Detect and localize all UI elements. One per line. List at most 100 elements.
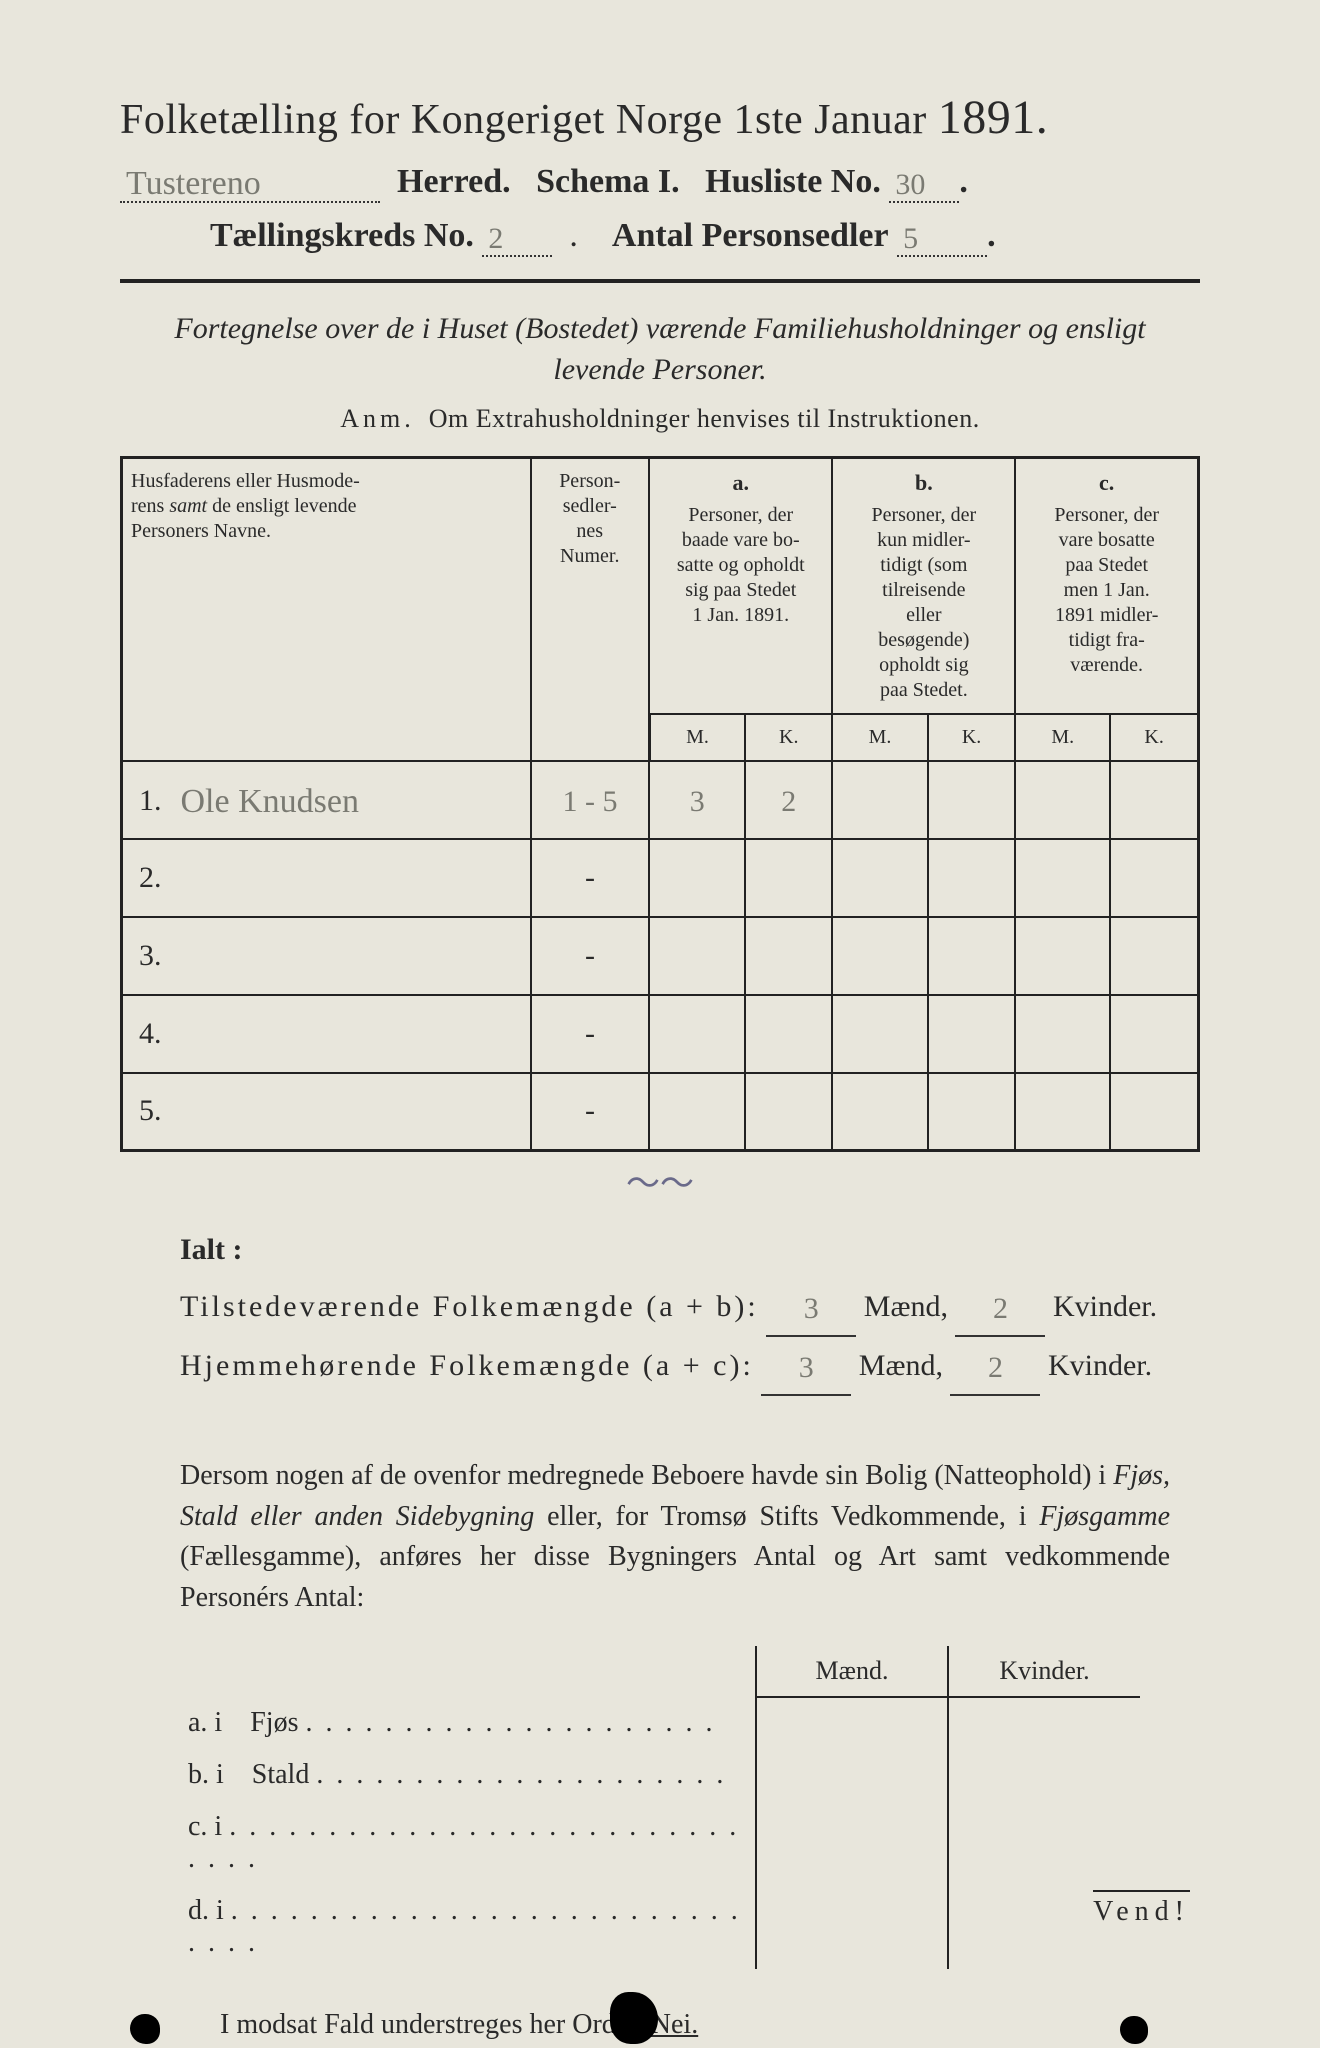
th-b-k: K. (928, 714, 1016, 761)
antal-label: Antal Personsedler (612, 217, 889, 254)
dots: . . . . . . . . . . . . . . . . . . . . … (188, 1811, 739, 1874)
antal-value: 5 (897, 222, 924, 255)
btm-l: c. i (188, 1811, 222, 1842)
totals-l2-k: 2 (982, 1351, 1009, 1384)
intro-anm: Anm. Om Extrahusholdninger henvises til … (120, 404, 1200, 434)
dots: . . . . . . . . . . . . . . . . . . . . … (188, 1895, 741, 1958)
row-numer: - (531, 1073, 649, 1151)
btm-t: Stald (252, 1759, 310, 1790)
page-title: Folketælling for Kongeriget Norge 1ste J… (120, 90, 1200, 145)
title-prefix: Folketælling for Kongeriget Norge 1ste J… (120, 97, 938, 143)
th-a-tag: a. (658, 469, 823, 497)
kreds-value: 2 (482, 222, 509, 255)
maend-label: Mænd, (859, 1349, 943, 1382)
husliste-label: Husliste No. (705, 163, 881, 200)
totals-line-1: Tilstedeværende Folkemængde (a + b): 3 M… (180, 1278, 1160, 1337)
totals-l2-m: 3 (793, 1351, 820, 1384)
row-numer: - (531, 839, 649, 917)
main-table: Husfaderens eller Husmode-rens samt de e… (120, 456, 1200, 1152)
herred-value: Tustereno (120, 165, 267, 202)
cell (1015, 761, 1110, 839)
anm-prefix: Anm. (340, 404, 415, 433)
anm-text: Om Extrahusholdninger henvises til Instr… (429, 404, 980, 433)
row-num: 4. (139, 1017, 167, 1051)
bottom-table-wrap: Mænd. Kvinder. a. i Fjøs . . . . . . . .… (180, 1646, 1140, 1969)
title-year: 1891. (938, 91, 1049, 144)
vend-label: Vend! (1093, 1890, 1190, 1928)
ialt-label: Ialt : (180, 1221, 1160, 1278)
th-a: a. Personer, derbaade vare bo-satte og o… (649, 458, 832, 714)
row-num: 2. (139, 861, 167, 895)
subtitle-line-2: Tællingskreds No. 2 . Antal Personsedler… (120, 217, 1200, 257)
nei-text: I modsat Fald understreges her Ordet: (220, 2009, 651, 2040)
row-numer: 1 - 5 (557, 785, 624, 818)
totals-l1-m: 3 (798, 1292, 825, 1325)
th-c-k: K. (1110, 714, 1198, 761)
ink-blob-icon (130, 2014, 160, 2044)
row-num: 1. (139, 784, 167, 818)
herred-label: Herred. (397, 163, 511, 200)
btm-row: a. i Fjøs . . . . . . . . . . . . . . . … (180, 1697, 1140, 1749)
antal-field: 5 (897, 217, 987, 257)
cell: 2 (775, 785, 802, 818)
cell: 3 (684, 785, 711, 818)
row-numer: - (531, 995, 649, 1073)
intro-italic: Fortegnelse over de i Huset (Bostedet) v… (140, 309, 1180, 390)
table-row: 4. - (122, 995, 1199, 1073)
nei-line: I modsat Fald understreges her Ordet: Ne… (220, 2009, 1200, 2041)
table-row: 2. - (122, 839, 1199, 917)
squiggle-mark: ～～ (120, 1156, 1200, 1205)
kvinder-label: Kvinder. (1048, 1349, 1152, 1382)
kreds-label: Tællingskreds No. (210, 217, 474, 254)
kreds-field: 2 (482, 217, 552, 257)
table-row: 5. - (122, 1073, 1199, 1151)
btm-header: Mænd. Kvinder. (180, 1646, 1140, 1697)
maend-label: Mænd, (864, 1290, 948, 1323)
totals-l1-label: Tilstedeværende Folkemængde (a + b): (180, 1290, 759, 1323)
totals-l1-k: 2 (987, 1292, 1014, 1325)
totals-line-2: Hjemmehørende Folkemængde (a + c): 3 Mæn… (180, 1337, 1160, 1396)
row-numer: - (531, 917, 649, 995)
row-num: 3. (139, 939, 167, 973)
totals-block: Ialt : Tilstedeværende Folkemængde (a + … (180, 1221, 1160, 1396)
th-b-tag: b. (841, 469, 1006, 497)
th-name: Husfaderens eller Husmode-rens samt de e… (122, 458, 531, 761)
p2-t2: eller, for Tromsø Stifts Vedkommende, i (534, 1501, 1039, 1532)
herred-field: Tustereno (120, 163, 380, 203)
btm-kvinder: Kvinder. (948, 1646, 1140, 1697)
totals-l2-label: Hjemmehørende Folkemængde (a + c): (180, 1349, 754, 1382)
schema-label: Schema I. (536, 163, 680, 200)
cell (832, 761, 927, 839)
ink-blob-icon (610, 1992, 658, 2044)
dots: . . . . . . . . . . . . . . . . . . . . … (305, 1707, 715, 1738)
p2-em2: Fjøsgamme (1039, 1501, 1170, 1532)
th-a-m: M. (649, 714, 745, 761)
table-row: 3. - (122, 917, 1199, 995)
cell (928, 761, 1016, 839)
th-c-m: M. (1015, 714, 1110, 761)
ink-blob-icon (1120, 2016, 1148, 2044)
th-a-k: K. (745, 714, 832, 761)
th-b-m: M. (832, 714, 927, 761)
btm-l: d. i (188, 1895, 224, 1926)
p2-t3: (Fællesgamme), anføres her disse Bygning… (180, 1541, 1170, 1613)
row-name: Ole Knudsen (175, 783, 365, 820)
th-c-tag: c. (1024, 469, 1189, 497)
table-body: 1. Ole Knudsen 1 - 5 3 2 2. - 3. - 4. (122, 761, 1199, 1151)
th-c: c. Personer, dervare bosattepaa Stedetme… (1015, 458, 1198, 714)
btm-row: c. i . . . . . . . . . . . . . . . . . .… (180, 1801, 1140, 1885)
subtitle-line-1: Tustereno Herred. Schema I. Husliste No.… (120, 163, 1200, 203)
row-num: 5. (139, 1094, 167, 1128)
husliste-value: 30 (889, 168, 931, 201)
th-num: Person-sedler-nesNumer. (531, 458, 649, 761)
btm-l: b. i (188, 1759, 224, 1790)
btm-l: a. i (188, 1707, 222, 1738)
divider-1 (120, 279, 1200, 283)
husliste-field: 30 (889, 163, 959, 203)
kvinder-label: Kvinder. (1053, 1290, 1157, 1323)
btm-maend: Mænd. (756, 1646, 948, 1697)
dots: . . . . . . . . . . . . . . . . . . . . … (316, 1759, 726, 1790)
table-row: 1. Ole Knudsen 1 - 5 3 2 (122, 761, 1199, 839)
p2-t1: Dersom nogen af de ovenfor medregnede Be… (180, 1460, 1113, 1491)
btm-row: b. i Stald . . . . . . . . . . . . . . .… (180, 1749, 1140, 1801)
